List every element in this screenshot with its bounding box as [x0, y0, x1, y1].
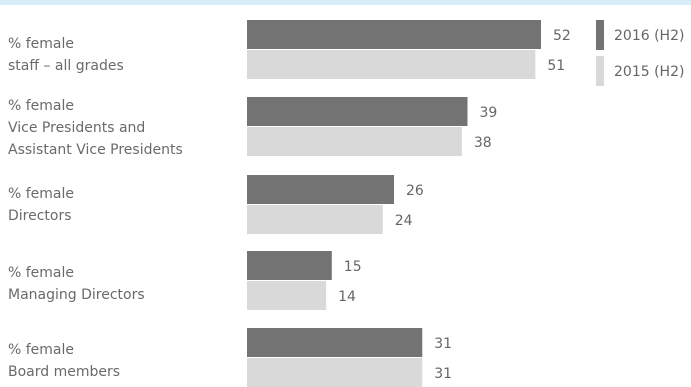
category-label-line: Board members — [8, 364, 120, 380]
value-label: 31 — [434, 366, 452, 382]
bar-series-1 — [247, 251, 332, 280]
value-label: 38 — [474, 135, 492, 151]
value-label: 31 — [434, 336, 452, 352]
category-label-line: Managing Directors — [8, 287, 145, 303]
value-label: 14 — [338, 289, 356, 305]
legend: 2016 (H2) 2015 (H2) — [596, 20, 684, 86]
category-label-line: % female — [8, 98, 74, 114]
category-label-line: % female — [8, 36, 74, 52]
category-label-line: staff – all grades — [8, 58, 124, 74]
category-label: % female Board members — [8, 342, 120, 380]
legend-swatch — [596, 20, 604, 50]
value-labels: 52 51 39 38 26 24 15 14 31 31 — [338, 28, 571, 382]
category-label-line: % female — [8, 342, 74, 358]
bar-series-2 — [247, 127, 462, 156]
category-label: % female Vice Presidents and Assistant Vic… — [8, 98, 183, 158]
legend-swatch — [596, 56, 604, 86]
value-label: 51 — [547, 58, 565, 74]
bar-series-1 — [247, 175, 394, 204]
value-label: 15 — [344, 259, 362, 275]
value-label: 39 — [480, 105, 498, 121]
value-label: 24 — [395, 213, 413, 229]
bar-series-2 — [247, 50, 536, 79]
category-label: % female Managing Directors — [8, 265, 145, 303]
legend-label: 2015 (H2) — [614, 64, 684, 80]
bar-series-1 — [247, 328, 423, 357]
category-label-line: Vice Presidents and — [8, 120, 145, 136]
category-label: % female Directors — [8, 186, 74, 224]
category-label-line: % female — [8, 265, 74, 281]
category-label: % female staff – all grades — [8, 36, 124, 74]
bar-series-1 — [247, 97, 468, 126]
bars — [247, 20, 541, 387]
value-label: 26 — [406, 183, 424, 199]
bar-series-2 — [247, 358, 423, 387]
bar-series-1 — [247, 20, 541, 49]
bar-series-2 — [247, 205, 383, 234]
top-rule — [0, 0, 691, 5]
category-label-line: Assistant Vice Presidents — [8, 142, 183, 158]
bar-series-2 — [247, 281, 327, 310]
category-label-line: Directors — [8, 208, 72, 224]
category-label-line: % female — [8, 186, 74, 202]
legend-label: 2016 (H2) — [614, 28, 684, 44]
category-labels: % female staff – all grades % female Vice P… — [8, 36, 183, 380]
value-label: 52 — [553, 28, 571, 44]
